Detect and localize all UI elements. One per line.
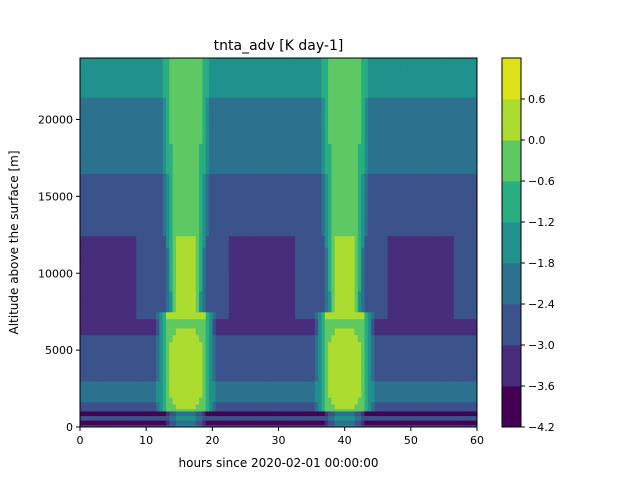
chart-title: tnta_adv [K day-1] (214, 38, 344, 54)
plot-area (80, 58, 478, 428)
